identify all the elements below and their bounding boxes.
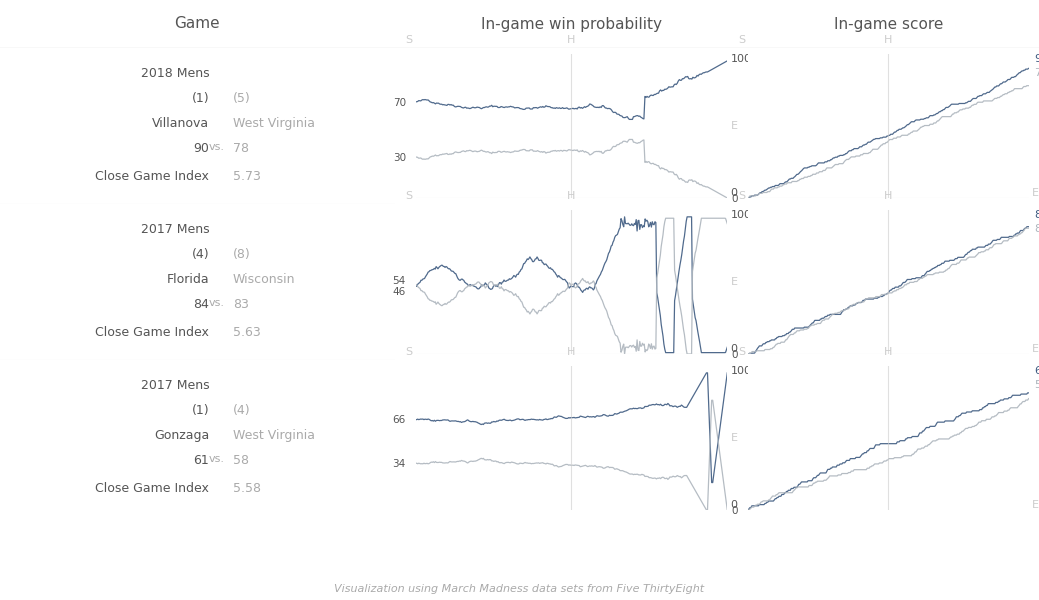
Text: (8): (8): [233, 248, 250, 260]
Text: Close Game Index: Close Game Index: [96, 170, 209, 182]
Text: 78: 78: [233, 142, 249, 155]
Text: Close Game Index: Close Game Index: [96, 326, 209, 338]
Text: (5): (5): [233, 92, 250, 104]
Text: Villanova: Villanova: [152, 116, 209, 130]
Text: E: E: [1032, 188, 1038, 198]
Text: H: H: [567, 35, 576, 46]
Text: Gonzaga: Gonzaga: [154, 428, 209, 442]
Text: vs.: vs.: [209, 298, 225, 308]
Text: 5.58: 5.58: [233, 482, 261, 494]
Text: West Virginia: West Virginia: [233, 116, 315, 130]
Text: E: E: [1032, 344, 1038, 354]
Text: (4): (4): [191, 248, 209, 260]
Text: 5.73: 5.73: [233, 170, 261, 182]
Text: E: E: [730, 433, 738, 443]
Text: 100: 100: [730, 210, 751, 220]
Text: 0: 0: [730, 344, 738, 354]
Text: 90: 90: [1034, 54, 1039, 64]
Text: 90: 90: [193, 142, 209, 155]
Text: Game: Game: [175, 16, 220, 31]
Text: vs.: vs.: [209, 454, 225, 464]
Text: Visualization using March Madness data sets from Five ThirtyEight: Visualization using March Madness data s…: [335, 584, 704, 594]
Text: 83: 83: [233, 298, 248, 311]
Text: 58: 58: [1034, 380, 1039, 391]
Text: In-game score: In-game score: [833, 16, 943, 31]
Text: H: H: [884, 347, 893, 358]
Text: 2018 Mens: 2018 Mens: [140, 67, 209, 80]
Text: 78: 78: [1034, 68, 1039, 79]
Text: H: H: [567, 347, 576, 358]
Text: 83: 83: [1034, 224, 1039, 235]
Text: West Virginia: West Virginia: [233, 428, 315, 442]
Text: Close Game Index: Close Game Index: [96, 482, 209, 494]
Text: E: E: [730, 277, 738, 287]
Text: 5.63: 5.63: [233, 326, 261, 338]
Text: (1): (1): [191, 404, 209, 416]
Text: 61: 61: [193, 454, 209, 467]
Text: H: H: [567, 191, 576, 202]
Text: 0: 0: [730, 500, 738, 510]
Text: vs.: vs.: [209, 142, 225, 152]
Text: 0: 0: [730, 188, 738, 198]
Text: H: H: [884, 191, 893, 202]
Text: 58: 58: [233, 454, 249, 467]
Text: S: S: [738, 347, 745, 358]
Text: S: S: [738, 35, 745, 46]
Text: S: S: [738, 191, 745, 202]
Text: S: S: [405, 347, 412, 358]
Text: 2017 Mens: 2017 Mens: [140, 223, 209, 236]
Text: 100: 100: [730, 366, 751, 376]
Text: Wisconsin: Wisconsin: [233, 272, 295, 286]
Text: (1): (1): [191, 92, 209, 104]
Text: 84: 84: [1034, 210, 1039, 220]
Text: E: E: [1032, 500, 1038, 510]
Text: H: H: [884, 35, 893, 46]
Text: S: S: [405, 191, 412, 202]
Text: Florida: Florida: [166, 272, 209, 286]
Text: E: E: [730, 121, 738, 131]
Text: 2017 Mens: 2017 Mens: [140, 379, 209, 392]
Text: 100: 100: [730, 54, 751, 64]
Text: In-game win probability: In-game win probability: [481, 16, 662, 31]
Text: 84: 84: [193, 298, 209, 311]
Text: S: S: [405, 35, 412, 46]
Text: 61: 61: [1034, 366, 1039, 376]
Text: (4): (4): [233, 404, 250, 416]
